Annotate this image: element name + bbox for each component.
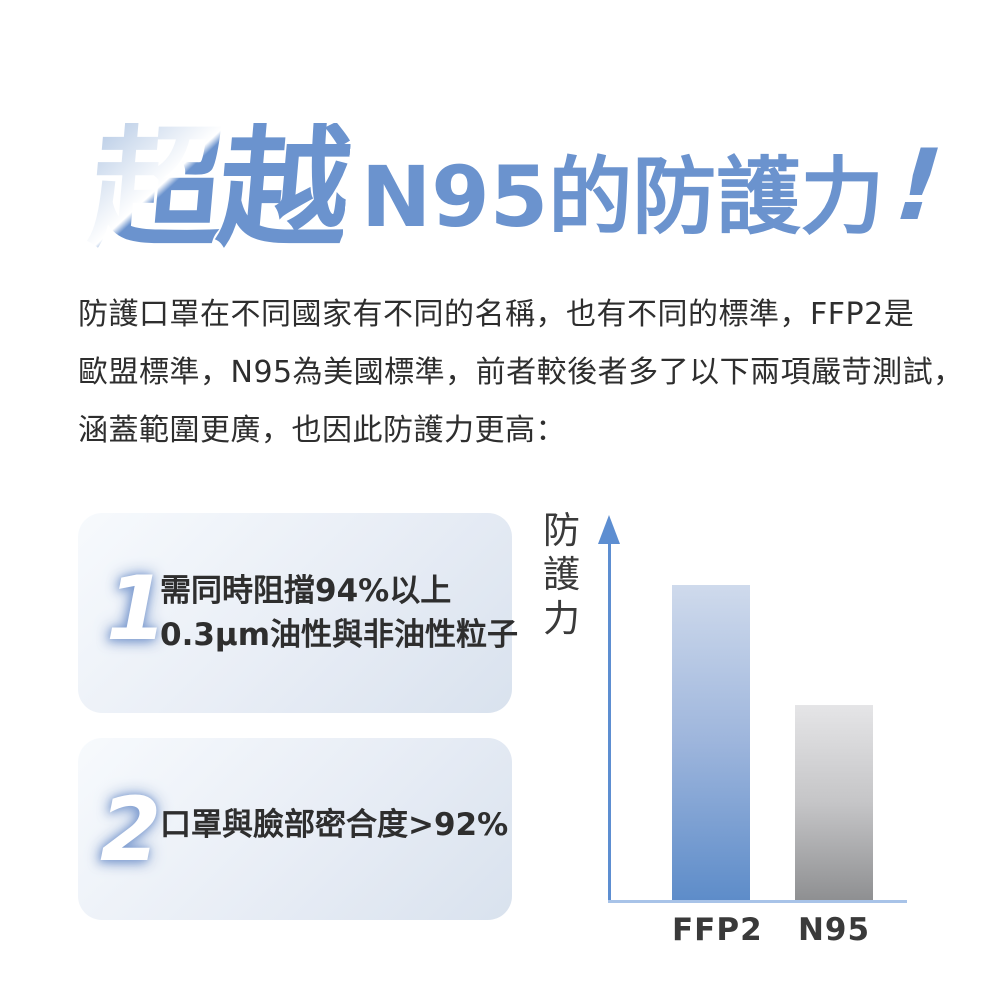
card-2-line-1: 口罩與臉部密合度>92%: [160, 807, 509, 843]
intro-line-3: 涵蓋範圍更廣，也因此防護力更高：: [78, 413, 566, 448]
title-exclamation: !: [879, 129, 958, 243]
intro-line-1: 防護口罩在不同國家有不同的名稱，也有不同的標準，FFP2是: [78, 297, 915, 332]
card-2-number: 2: [100, 778, 162, 881]
card-1-line-2: 0.3μm油性與非油性粒子: [160, 617, 519, 653]
intro-line-2: 歐盟標準，N95為美國標準，前者較後者多了以下兩項嚴苛測試，: [78, 355, 964, 390]
y-axis-label-char-1: 防: [543, 509, 580, 552]
bar-ffp2: [672, 585, 750, 901]
x-axis-line: [608, 900, 907, 903]
feature-card-1: 1 需同時阻擋94%以上 0.3μm油性與非油性粒子: [78, 513, 518, 713]
bar-n95: [795, 705, 873, 901]
title-main-text: N95的防護力: [361, 148, 885, 246]
y-axis-arrow-icon: [598, 515, 620, 544]
card-1-number: 1: [106, 557, 168, 660]
intro-paragraph: 防護口罩在不同國家有不同的名稱，也有不同的標準，FFP2是 歐盟標準，N95為美…: [78, 286, 964, 460]
feature-card-2: 2 口罩與臉部密合度>92%: [78, 738, 512, 920]
card-2-text: 口罩與臉部密合度>92%: [160, 803, 508, 847]
y-axis-label: 防 護 力: [543, 512, 580, 637]
y-axis-line: [608, 542, 611, 902]
bar-label-n95: N95: [797, 912, 871, 948]
title-fancy-text: 超越: [84, 112, 354, 266]
card-1-text: 需同時阻擋94%以上 0.3μm油性與非油性粒子: [160, 569, 518, 657]
y-axis-label-char-3: 力: [543, 597, 580, 640]
bar-label-ffp2: FFP2: [672, 912, 763, 948]
card-1-line-1: 需同時阻擋94%以上: [160, 573, 452, 609]
page-title: 超越 N95的防護力 !: [84, 112, 957, 266]
y-axis-label-char-2: 護: [543, 553, 580, 596]
